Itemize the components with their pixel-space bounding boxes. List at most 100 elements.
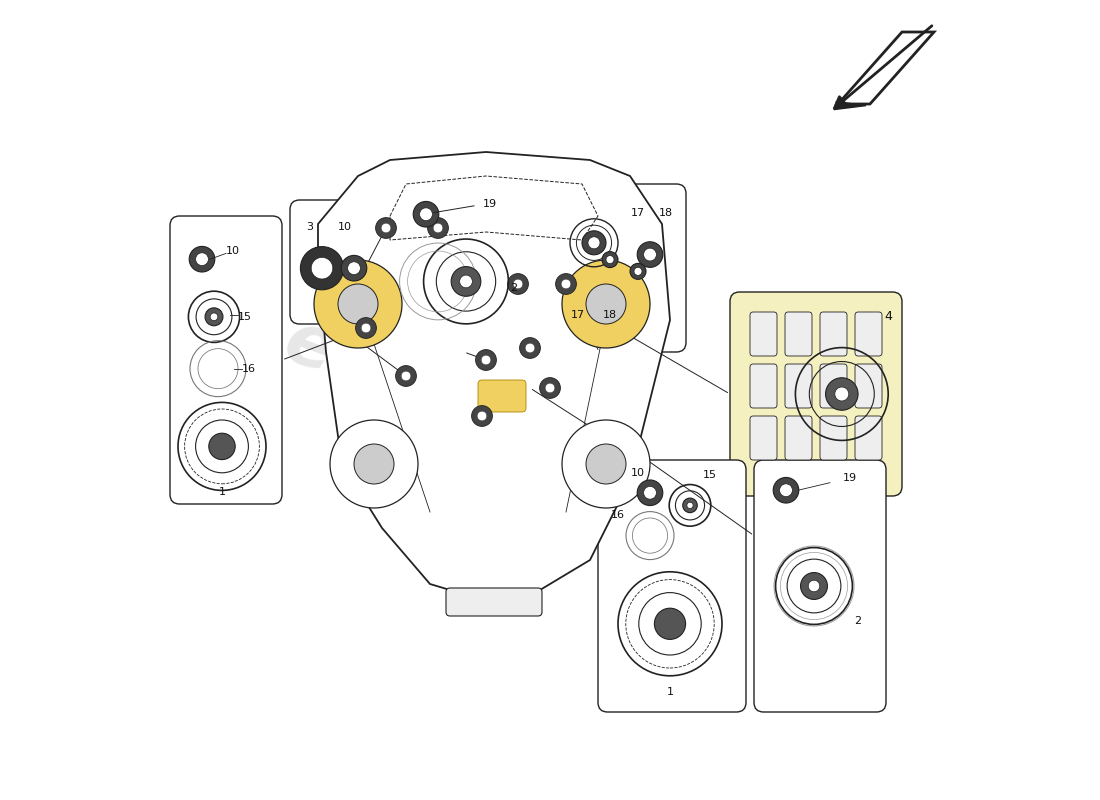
Circle shape [582,230,606,254]
Text: 10: 10 [631,467,645,478]
Text: 18: 18 [603,310,617,320]
FancyBboxPatch shape [562,184,686,352]
Circle shape [606,255,614,263]
Circle shape [451,266,481,296]
Circle shape [196,253,208,266]
Circle shape [644,486,657,499]
Text: 2: 2 [510,283,518,293]
Circle shape [382,223,390,233]
FancyBboxPatch shape [785,312,812,356]
Circle shape [780,484,792,497]
Polygon shape [838,32,934,104]
Text: eurocars: eurocars [275,306,632,494]
Text: 1: 1 [667,687,673,697]
Text: 16: 16 [242,364,256,374]
Circle shape [686,502,693,509]
Circle shape [311,258,333,279]
FancyBboxPatch shape [394,184,534,352]
Circle shape [210,313,218,321]
Circle shape [630,263,646,279]
Circle shape [205,308,223,326]
Circle shape [338,284,378,324]
FancyBboxPatch shape [750,312,777,356]
Circle shape [481,355,491,365]
Text: 4: 4 [884,310,892,323]
Text: 3: 3 [307,222,314,232]
Text: 1: 1 [219,487,225,498]
Text: 10: 10 [226,246,240,255]
Circle shape [361,323,371,333]
Circle shape [654,608,685,639]
Text: 19: 19 [843,473,857,482]
Circle shape [586,444,626,484]
Circle shape [514,279,522,289]
Circle shape [588,237,600,249]
Circle shape [801,573,827,599]
Circle shape [773,478,799,503]
Circle shape [330,420,418,508]
Circle shape [556,274,576,294]
Circle shape [209,434,235,459]
Circle shape [300,246,343,290]
FancyBboxPatch shape [785,364,812,408]
Circle shape [460,275,472,288]
Circle shape [475,350,496,370]
Circle shape [414,202,439,227]
Text: 10: 10 [338,222,351,232]
FancyBboxPatch shape [785,416,812,460]
Circle shape [419,208,432,221]
Circle shape [348,262,361,274]
Circle shape [355,318,376,338]
Circle shape [341,255,366,281]
Circle shape [561,279,571,289]
Text: 15: 15 [703,470,717,480]
FancyBboxPatch shape [170,216,282,504]
Circle shape [637,480,663,506]
FancyBboxPatch shape [754,460,886,712]
FancyBboxPatch shape [855,364,882,408]
Polygon shape [834,102,866,110]
FancyBboxPatch shape [290,200,382,324]
Polygon shape [318,152,670,608]
Text: 18: 18 [659,207,673,218]
FancyBboxPatch shape [446,588,542,616]
Circle shape [562,260,650,348]
Circle shape [562,420,650,508]
Text: 16: 16 [610,510,625,521]
Circle shape [314,260,402,348]
Text: 17: 17 [631,207,645,218]
Text: 17: 17 [571,310,585,320]
FancyBboxPatch shape [855,312,882,356]
Circle shape [540,378,560,398]
Text: 2: 2 [855,616,861,626]
Circle shape [519,338,540,358]
Circle shape [354,444,394,484]
Circle shape [375,218,396,238]
Circle shape [586,284,626,324]
Circle shape [637,242,663,267]
Circle shape [525,343,535,353]
FancyBboxPatch shape [750,364,777,408]
FancyBboxPatch shape [730,292,902,496]
Circle shape [433,223,443,233]
FancyBboxPatch shape [855,416,882,460]
Text: 15: 15 [238,312,252,322]
Circle shape [835,387,849,401]
FancyBboxPatch shape [750,416,777,460]
Circle shape [602,251,618,267]
Circle shape [189,246,214,272]
Circle shape [477,411,487,421]
FancyBboxPatch shape [478,380,526,412]
Circle shape [644,248,657,261]
Circle shape [428,218,449,238]
Text: a parts since 1985: a parts since 1985 [424,467,676,573]
Circle shape [683,498,697,513]
FancyBboxPatch shape [820,312,847,356]
Text: 19: 19 [483,199,497,209]
Circle shape [826,378,858,410]
Circle shape [507,274,528,294]
FancyBboxPatch shape [598,460,746,712]
Circle shape [634,267,642,275]
Circle shape [396,366,417,386]
Circle shape [808,580,820,592]
